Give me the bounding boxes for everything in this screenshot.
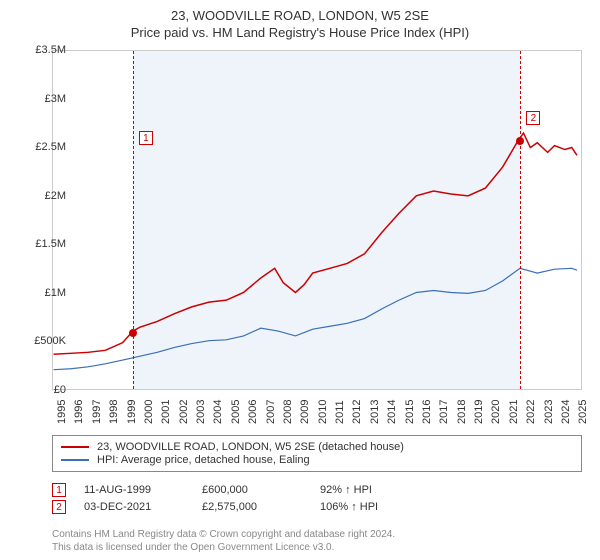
chart-title-address: 23, WOODVILLE ROAD, LONDON, W5 2SE bbox=[0, 8, 600, 23]
y-axis-label: £3.5M bbox=[16, 44, 66, 56]
chart-plot-area: 12 bbox=[52, 50, 582, 390]
x-axis-label: 2014 bbox=[386, 400, 398, 424]
x-axis-label: 2024 bbox=[560, 400, 572, 424]
x-axis-label: 2002 bbox=[178, 400, 190, 424]
legend-swatch bbox=[61, 459, 89, 461]
x-axis-label: 2007 bbox=[265, 400, 277, 424]
sales-table: 1 11-AUG-1999 £600,000 92% ↑ HPI 2 03-DEC-202… bbox=[52, 480, 582, 517]
x-axis-label: 2021 bbox=[508, 400, 520, 424]
x-axis-label: 2016 bbox=[421, 400, 433, 424]
x-axis-label: 1999 bbox=[126, 400, 138, 424]
x-axis-label: 2000 bbox=[143, 400, 155, 424]
sales-date: 03-DEC-2021 bbox=[84, 501, 184, 513]
x-axis-label: 2009 bbox=[299, 400, 311, 424]
x-axis-label: 2001 bbox=[160, 400, 172, 424]
sales-price: £600,000 bbox=[202, 484, 302, 496]
x-axis-label: 2010 bbox=[317, 400, 329, 424]
sales-date: 11-AUG-1999 bbox=[84, 484, 184, 496]
sales-pct: 92% ↑ HPI bbox=[320, 484, 420, 496]
sale-marker-box: 1 bbox=[139, 131, 153, 145]
sales-row: 2 03-DEC-2021 £2,575,000 106% ↑ HPI bbox=[52, 500, 582, 514]
legend-row: HPI: Average price, detached house, Eali… bbox=[61, 454, 573, 466]
y-axis-label: £1M bbox=[16, 287, 66, 299]
y-axis-label: £2M bbox=[16, 190, 66, 202]
x-axis-label: 1997 bbox=[91, 400, 103, 424]
sales-row: 1 11-AUG-1999 £600,000 92% ↑ HPI bbox=[52, 483, 582, 497]
x-axis-label: 2015 bbox=[404, 400, 416, 424]
x-axis-label: 2020 bbox=[490, 400, 502, 424]
x-axis-label: 2013 bbox=[369, 400, 381, 424]
footer-line-2: This data is licensed under the Open Gov… bbox=[52, 541, 582, 554]
sale-marker-point bbox=[516, 137, 524, 145]
legend-label: 23, WOODVILLE ROAD, LONDON, W5 2SE (deta… bbox=[97, 441, 404, 453]
sales-marker-inline: 1 bbox=[52, 483, 66, 497]
x-axis-label: 2006 bbox=[247, 400, 259, 424]
x-axis-label: 2004 bbox=[212, 400, 224, 424]
sale-marker-line bbox=[133, 51, 134, 389]
y-axis-label: £500K bbox=[16, 335, 66, 347]
x-axis-label: 2022 bbox=[525, 400, 537, 424]
legend-row: 23, WOODVILLE ROAD, LONDON, W5 2SE (deta… bbox=[61, 441, 573, 453]
x-axis-label: 1995 bbox=[56, 400, 68, 424]
x-axis-label: 2025 bbox=[577, 400, 589, 424]
x-axis-label: 2018 bbox=[456, 400, 468, 424]
y-axis-label: £0 bbox=[16, 384, 66, 396]
chart-footer: Contains HM Land Registry data © Crown c… bbox=[52, 528, 582, 554]
y-axis-label: £1.5M bbox=[16, 238, 66, 250]
chart-legend: 23, WOODVILLE ROAD, LONDON, W5 2SE (deta… bbox=[52, 435, 582, 472]
y-axis-label: £3M bbox=[16, 93, 66, 105]
sales-pct: 106% ↑ HPI bbox=[320, 501, 420, 513]
x-axis-label: 1996 bbox=[73, 400, 85, 424]
x-axis-label: 2008 bbox=[282, 400, 294, 424]
y-axis-label: £2.5M bbox=[16, 141, 66, 153]
chart-title-subtitle: Price paid vs. HM Land Registry's House … bbox=[0, 25, 600, 40]
sales-price: £2,575,000 bbox=[202, 501, 302, 513]
x-axis-label: 2012 bbox=[351, 400, 363, 424]
sale-marker-point bbox=[129, 329, 137, 337]
x-axis-label: 1998 bbox=[108, 400, 120, 424]
x-axis-label: 2017 bbox=[438, 400, 450, 424]
sale-marker-line bbox=[520, 51, 521, 389]
x-axis-label: 2005 bbox=[230, 400, 242, 424]
legend-label: HPI: Average price, detached house, Eali… bbox=[97, 454, 310, 466]
footer-line-1: Contains HM Land Registry data © Crown c… bbox=[52, 528, 582, 541]
x-axis-label: 2011 bbox=[334, 400, 346, 424]
sales-marker-inline: 2 bbox=[52, 500, 66, 514]
sale-marker-box: 2 bbox=[526, 111, 540, 125]
x-axis-label: 2019 bbox=[473, 400, 485, 424]
legend-swatch bbox=[61, 446, 89, 448]
x-axis-label: 2003 bbox=[195, 400, 207, 424]
x-axis-label: 2023 bbox=[543, 400, 555, 424]
